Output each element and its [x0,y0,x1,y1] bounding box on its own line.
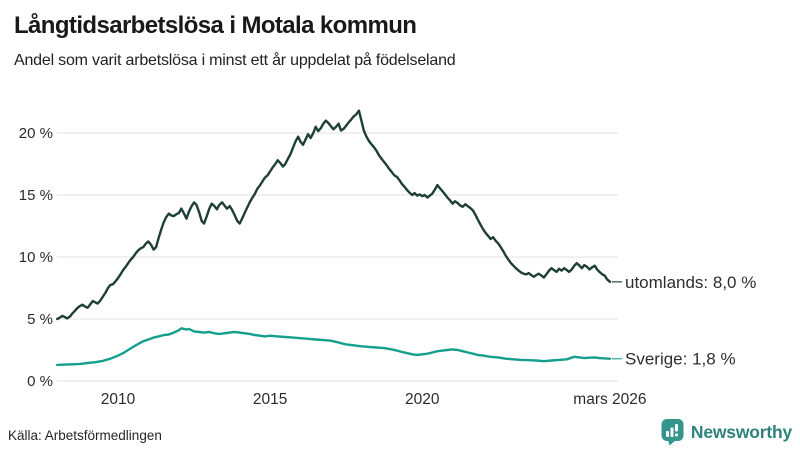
series-end-label-sverige: Sverige: 1,8 % [625,350,736,369]
x-axis-label: 2020 [405,391,440,408]
newsworthy-logo-icon [661,419,684,446]
newsworthy-brand-text: Newsworthy [690,421,792,442]
y-axis-label: 20 % [19,125,53,142]
x-axis-label: mars 2026 [573,391,646,408]
newsworthy-logo[interactable]: Newsworthy [660,418,792,446]
series-line-utomlands [56,109,612,321]
y-axis-label: 10 % [19,249,53,266]
y-axis-label: 5 % [27,311,53,328]
x-axis-label: 2015 [253,391,287,408]
page-subtitle: Andel som varit arbetslösa i minst ett å… [14,52,456,69]
source-note: Källa: Arbetsförmedlingen [8,428,162,443]
chart-header: Långtidsarbetslösa i Motala kommun Andel… [14,11,456,71]
y-axis-label: 0 % [27,373,53,390]
series-end-label-utomlands: utomlands: 8,0 % [625,273,756,292]
speech-bubble-tail [667,440,676,446]
series-line-sverige [56,327,612,367]
x-axis-label: 2010 [101,391,136,408]
y-axis-label: 15 % [19,187,53,204]
page-title: Långtidsarbetslösa i Motala kommun [14,12,417,39]
